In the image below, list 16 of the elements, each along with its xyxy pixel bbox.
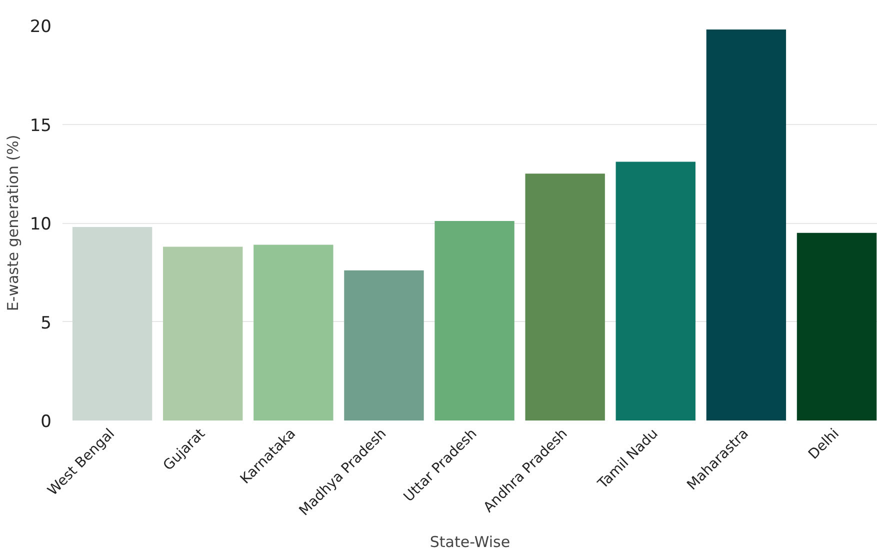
bar	[796, 232, 877, 420]
bar	[434, 221, 514, 420]
bar	[616, 162, 696, 420]
bar	[163, 246, 243, 420]
bar	[525, 174, 605, 420]
y-tick-label: 0	[40, 412, 52, 432]
y-tick-label: 20	[30, 17, 52, 37]
y-axis-title: E-waste generation (%)	[4, 134, 22, 312]
bar	[254, 244, 334, 420]
y-tick-label: 10	[30, 214, 52, 234]
bar	[72, 226, 152, 420]
bar	[706, 29, 786, 420]
y-tick-label: 15	[30, 116, 52, 136]
y-tick-label: 5	[40, 313, 52, 334]
x-axis-title: State-Wise	[430, 532, 510, 551]
bar	[344, 270, 424, 420]
